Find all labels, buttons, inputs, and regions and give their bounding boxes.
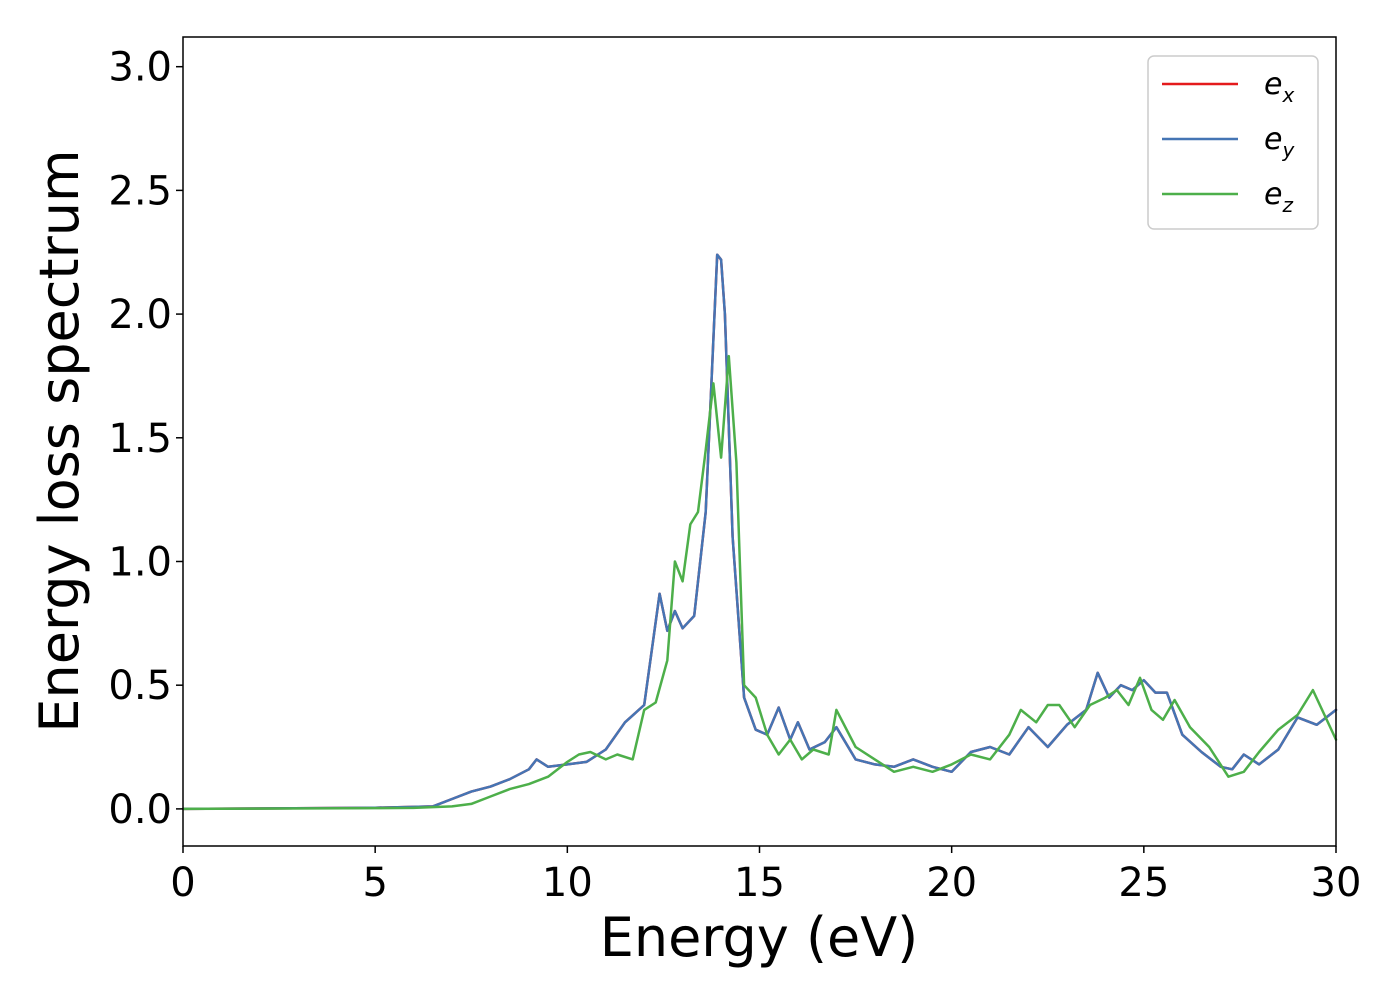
y-tick-label: 2.0 [108,292,172,338]
x-tick-label: 25 [1118,860,1169,906]
y-tick-label: 0.0 [108,787,172,833]
y-tick-label: 3.0 [108,45,172,91]
y-tick-label: 1.0 [108,539,172,585]
x-tick-label: 30 [1311,860,1362,906]
y-axis-label: Energy loss spectrum [28,149,91,732]
series-line-e-z [181,354,1338,811]
x-tick-label: 10 [542,860,593,906]
x-tick-label: 0 [170,860,195,906]
legend-label-e-x: ex [1264,67,1294,107]
y-axis-ticks: 0.0 0.5 1.0 1.5 2.0 2.5 3.0 [108,45,183,833]
legend-label-e-z: ez [1264,177,1293,217]
x-axis-label: Energy (eV) [600,906,919,969]
legend: ex ey ez [1147,55,1319,230]
y-tick-label: 1.5 [108,416,172,462]
series-line-e-x [181,253,1338,811]
x-tick-label: 20 [926,860,977,906]
x-tick-label: 15 [734,860,785,906]
legend-box [1147,55,1319,230]
series-layer [181,253,1338,811]
y-tick-label: 0.5 [108,663,172,709]
legend-label-e-y: ey [1264,122,1295,162]
y-tick-label: 2.5 [108,168,172,214]
x-axis-ticks: 0 5 10 15 20 25 30 [170,846,1361,906]
series-line-e-y [181,253,1338,811]
x-tick-label: 5 [362,860,387,906]
